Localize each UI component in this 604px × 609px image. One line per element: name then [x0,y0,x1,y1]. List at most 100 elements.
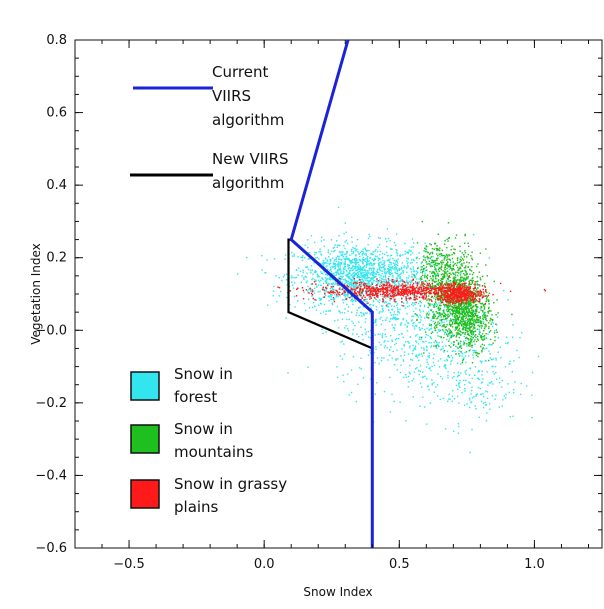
scatter-point [334,266,337,269]
scatter-point [372,264,374,267]
scatter-point [451,314,453,316]
scatter-point [378,312,380,314]
scatter-point [466,294,469,296]
scatter-point [352,265,354,267]
scatter-point [443,304,445,306]
scatter-point [482,393,484,395]
scatter-point [462,321,464,323]
scatter-point [389,283,391,285]
scatter-point [426,361,428,363]
scatter-point [428,292,431,294]
scatter-point [369,290,372,292]
scatter-point [393,259,395,262]
scatter-point [320,303,323,305]
scatter-point [374,255,377,257]
scatter-point [447,277,449,280]
scatter-point [384,288,386,291]
scatter-point [440,287,442,289]
scatter-point [406,271,408,273]
scatter-point [464,234,466,237]
scatter-point [447,330,449,332]
scatter-point [423,305,426,308]
scatter-point [320,253,322,255]
scatter-point [345,325,347,327]
scatter-point [358,282,361,284]
scatter-point [327,310,329,312]
scatter-point [370,295,372,298]
scatter-point [395,233,398,235]
scatter-point [445,332,448,335]
scatter-point [438,253,440,256]
scatter-point [406,263,409,265]
scatter-point [366,294,368,297]
scatter-point [460,319,462,321]
scatter-point [435,297,437,299]
scatter-point [438,279,440,281]
scatter-point [479,387,481,390]
scatter-point [392,276,394,278]
scatter-point [447,261,449,263]
scatter-point [362,290,365,293]
scatter-point [471,323,474,325]
scatter-point [309,257,311,260]
scatter-point [359,290,361,292]
scatter-point [407,265,409,267]
scatter-point [378,258,380,260]
scatter-point [367,286,370,289]
scatter-point [468,300,470,302]
scatter-point [389,255,392,257]
scatter-point [429,263,431,265]
scatter-point [337,244,340,246]
scatter-point [464,252,467,254]
scatter-point [465,309,468,312]
scatter-point [398,280,400,283]
scatter-point [464,328,467,330]
scatter-point [423,296,425,298]
scatter-point [353,290,356,293]
scatter-point [388,264,390,266]
scatter-point [378,279,381,281]
scatter-point [406,281,408,283]
scatter-point [416,319,418,321]
scatter-point [414,276,417,279]
scatter-point [475,303,478,306]
scatter-point [483,312,485,314]
scatter-point [377,271,379,273]
scatter-point [313,292,316,294]
scatter-point [312,277,314,280]
scatter-point [445,279,448,282]
scatter-point [461,318,463,320]
scatter-point [344,260,347,263]
scatter-point [372,300,375,303]
scatter-point [316,286,318,288]
scatter-point [479,289,481,292]
scatter-point [495,323,497,325]
scatter-point [441,300,443,302]
scatter-point [332,285,335,288]
scatter-point [478,329,480,331]
scatter-point [477,371,479,373]
scatter-point [446,264,448,266]
scatter-point [461,324,463,326]
scatter-point [329,259,331,261]
scatter-point [358,314,360,317]
scatter-point [498,382,501,384]
scatter-point [342,292,344,295]
scatter-point [460,278,462,280]
scatter-point [443,254,445,257]
scatter-point [481,333,484,335]
scatter-point [307,366,309,368]
scatter-point [357,286,359,288]
scatter-point [459,250,461,252]
scatter-point [396,259,398,262]
scatter-point [467,292,470,294]
scatter-point [304,257,306,259]
scatter-point [484,286,486,288]
scatter-point [459,245,461,248]
scatter-point [307,239,309,241]
scatter-point [415,340,417,342]
scatter-point [366,289,369,291]
scatter-point [471,281,474,283]
scatter-point [473,312,475,314]
scatter-point [348,275,350,278]
